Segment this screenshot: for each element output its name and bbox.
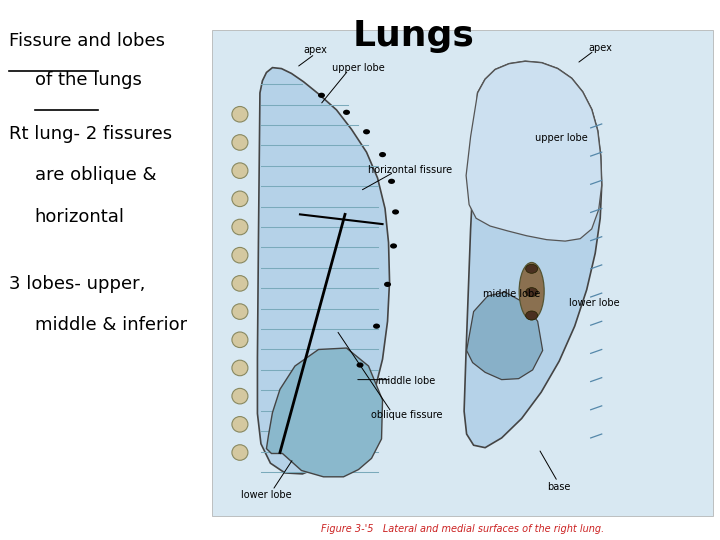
Text: Lungs: Lungs xyxy=(353,19,475,53)
Polygon shape xyxy=(258,68,390,474)
Circle shape xyxy=(526,288,538,296)
Text: Fissure and lobes: Fissure and lobes xyxy=(9,32,165,50)
Text: apex: apex xyxy=(303,45,327,55)
Ellipse shape xyxy=(232,247,248,263)
Text: apex: apex xyxy=(588,43,612,53)
Ellipse shape xyxy=(232,445,248,460)
Circle shape xyxy=(390,244,397,248)
Text: lower lobe: lower lobe xyxy=(569,298,619,308)
Circle shape xyxy=(526,311,538,320)
Polygon shape xyxy=(466,61,602,241)
Circle shape xyxy=(318,93,325,98)
Text: upper lobe: upper lobe xyxy=(535,133,588,143)
Text: of the lungs: of the lungs xyxy=(35,71,141,89)
Polygon shape xyxy=(266,348,382,477)
Text: 3 lobes- upper,: 3 lobes- upper, xyxy=(9,275,145,293)
Text: middle lobe: middle lobe xyxy=(378,376,435,386)
Text: Figure 3-'5   Lateral and medial surfaces of the right lung.: Figure 3-'5 Lateral and medial surfaces … xyxy=(321,524,604,535)
Ellipse shape xyxy=(232,304,248,319)
Ellipse shape xyxy=(232,134,248,150)
Text: are oblique &: are oblique & xyxy=(35,166,156,184)
Circle shape xyxy=(388,179,395,184)
Ellipse shape xyxy=(232,219,248,235)
Ellipse shape xyxy=(232,388,248,404)
Polygon shape xyxy=(467,292,543,380)
Text: horizontal: horizontal xyxy=(35,208,125,226)
Text: middle lobe: middle lobe xyxy=(482,288,540,299)
Text: middle & inferior: middle & inferior xyxy=(35,316,186,334)
Circle shape xyxy=(363,129,370,134)
Text: Rt lung- 2 fissures: Rt lung- 2 fissures xyxy=(9,125,172,143)
Ellipse shape xyxy=(232,106,248,122)
FancyBboxPatch shape xyxy=(212,30,713,516)
Ellipse shape xyxy=(232,163,248,178)
Text: upper lobe: upper lobe xyxy=(332,63,385,72)
Ellipse shape xyxy=(232,416,248,432)
Circle shape xyxy=(384,282,391,287)
Circle shape xyxy=(373,323,380,329)
Polygon shape xyxy=(464,61,602,448)
Ellipse shape xyxy=(232,275,248,291)
Text: horizontal fissure: horizontal fissure xyxy=(368,165,452,174)
Circle shape xyxy=(526,264,538,273)
Ellipse shape xyxy=(519,262,544,320)
Circle shape xyxy=(379,152,386,157)
Text: base: base xyxy=(547,482,570,491)
Ellipse shape xyxy=(232,191,248,207)
Ellipse shape xyxy=(232,332,248,348)
Circle shape xyxy=(343,110,350,115)
Circle shape xyxy=(356,362,364,368)
Text: oblique fissure: oblique fissure xyxy=(371,410,442,420)
Text: lower lobe: lower lobe xyxy=(240,490,292,500)
Ellipse shape xyxy=(232,360,248,376)
Circle shape xyxy=(392,210,399,214)
